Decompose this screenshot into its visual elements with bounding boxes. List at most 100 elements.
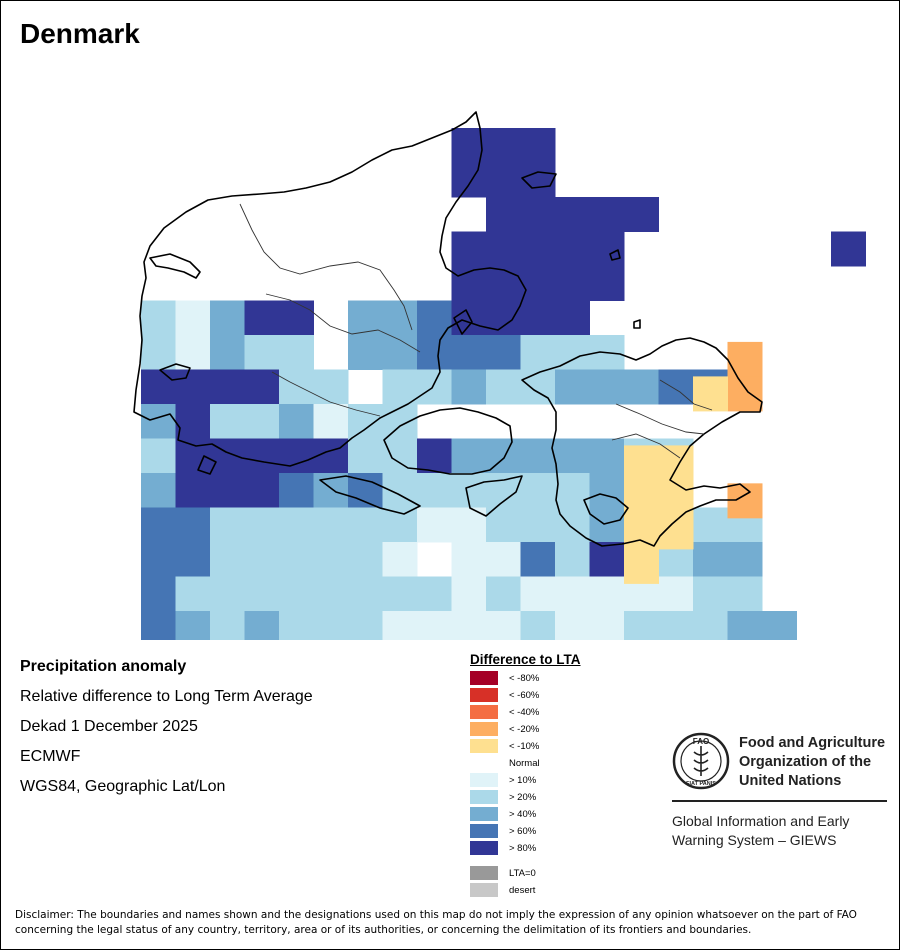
legend-swatch	[470, 688, 498, 702]
anomaly-cell	[520, 335, 556, 370]
anomaly-cell	[486, 266, 521, 301]
anomaly-cell	[348, 611, 383, 640]
coastline-jutland	[133, 111, 527, 467]
anomaly-cell	[727, 341, 763, 377]
anomaly-cell	[141, 369, 176, 405]
anomaly-cell	[451, 542, 487, 577]
info-subtitle: Relative difference to Long Term Average	[20, 688, 313, 705]
anomaly-grid	[141, 128, 866, 640]
anomaly-cell	[279, 507, 314, 543]
legend-label: > 20%	[509, 791, 537, 803]
anomaly-cell	[210, 611, 245, 640]
anomaly-cell	[348, 335, 383, 370]
anomaly-cell	[279, 438, 314, 474]
anomaly-cell	[520, 128, 556, 163]
fao-logo-block: FAO FIAT PANIS Food and Agriculture Orga…	[672, 732, 887, 848]
info-heading: Precipitation anomaly	[20, 658, 187, 675]
anomaly-cell	[451, 369, 487, 405]
anomaly-cell	[520, 438, 556, 474]
anomaly-cell	[831, 231, 866, 267]
anomaly-cell	[279, 300, 314, 336]
anomaly-cell	[348, 438, 383, 474]
anomaly-cell	[624, 514, 659, 550]
anomaly-cell	[486, 128, 521, 163]
anomaly-cell	[762, 611, 797, 640]
anomaly-cell	[589, 507, 625, 543]
disclaimer: Disclaimer: The boundaries and names sho…	[15, 909, 857, 936]
anomaly-cell	[486, 197, 521, 232]
coastline-als	[319, 475, 421, 515]
legend-label: > 10%	[509, 774, 537, 786]
anomaly-cell	[417, 507, 452, 543]
boundary-3	[271, 371, 381, 417]
anomaly-cell	[451, 438, 487, 474]
legend-item-extra: desert	[470, 883, 535, 897]
anomaly-cell	[382, 611, 418, 640]
anomaly-cell	[175, 542, 211, 577]
anomaly-cell	[486, 507, 521, 543]
anomaly-cell	[313, 611, 349, 640]
info-model: ECMWF	[20, 748, 81, 765]
legend-label: < -60%	[509, 689, 540, 701]
anomaly-cell	[555, 542, 590, 577]
anomaly-cell	[624, 445, 659, 481]
legend-item: > 80%	[470, 841, 536, 855]
anomaly-cell	[348, 404, 383, 439]
anomaly-cell	[175, 300, 211, 336]
anomaly-cell	[279, 473, 314, 508]
anomaly-cell	[382, 542, 418, 577]
anomaly-cell	[382, 576, 418, 612]
anomaly-cell	[382, 473, 418, 508]
anomaly-cell	[313, 576, 349, 612]
anomaly-cell	[417, 438, 452, 474]
anomaly-cell	[451, 162, 487, 198]
legend-item: Normal	[470, 756, 540, 770]
anomaly-cell	[244, 404, 280, 439]
coastline-limfjord	[149, 253, 201, 279]
anomaly-cell	[520, 576, 556, 612]
anomaly-cell	[693, 507, 728, 543]
anomaly-cell	[382, 369, 418, 405]
fao-emblem-icon: FAO FIAT PANIS	[672, 732, 730, 790]
anomaly-cell	[244, 542, 280, 577]
anomaly-cell	[624, 479, 659, 515]
legend-label: Normal	[509, 757, 540, 769]
legend-label: LTA=0	[509, 867, 536, 879]
legend-label: < -40%	[509, 706, 540, 718]
anomaly-cell	[451, 611, 487, 640]
coastline-aero	[197, 455, 217, 475]
legend-swatch	[470, 824, 498, 838]
anomaly-cell	[279, 369, 314, 405]
anomaly-cell	[520, 197, 556, 232]
anomaly-cell	[279, 576, 314, 612]
anomaly-cell	[382, 300, 418, 336]
anomaly-cell	[520, 507, 556, 543]
anomaly-cell	[520, 300, 556, 336]
anomaly-cell	[210, 300, 245, 336]
anomaly-cell	[348, 507, 383, 543]
fao-motto: FIAT PANIS	[686, 781, 716, 787]
legend-item: > 10%	[470, 773, 536, 787]
anomaly-cell	[141, 507, 176, 543]
anomaly-cell	[244, 300, 280, 336]
anomaly-cell	[589, 542, 625, 577]
legend-item: > 40%	[470, 807, 536, 821]
legend-item-extra: LTA=0	[470, 866, 536, 880]
legend-label: desert	[509, 884, 536, 896]
legend-item: < -40%	[470, 705, 539, 719]
anomaly-cell	[279, 335, 314, 370]
anomaly-cell	[175, 404, 211, 439]
legend-swatch	[470, 756, 498, 770]
anomaly-cell	[727, 576, 763, 612]
anomaly-cell	[486, 162, 521, 198]
coastline-anholt	[521, 171, 557, 189]
anomaly-cell	[313, 369, 349, 405]
legend-item: > 60%	[470, 824, 536, 838]
anomaly-cell	[451, 576, 487, 612]
boundary-4	[615, 403, 705, 435]
anomaly-cell	[451, 335, 487, 370]
anomaly-cell	[486, 576, 521, 612]
anomaly-cell	[175, 611, 211, 640]
info-projection: WGS84, Geographic Lat/Lon	[20, 778, 226, 795]
legend-swatch	[470, 790, 498, 804]
